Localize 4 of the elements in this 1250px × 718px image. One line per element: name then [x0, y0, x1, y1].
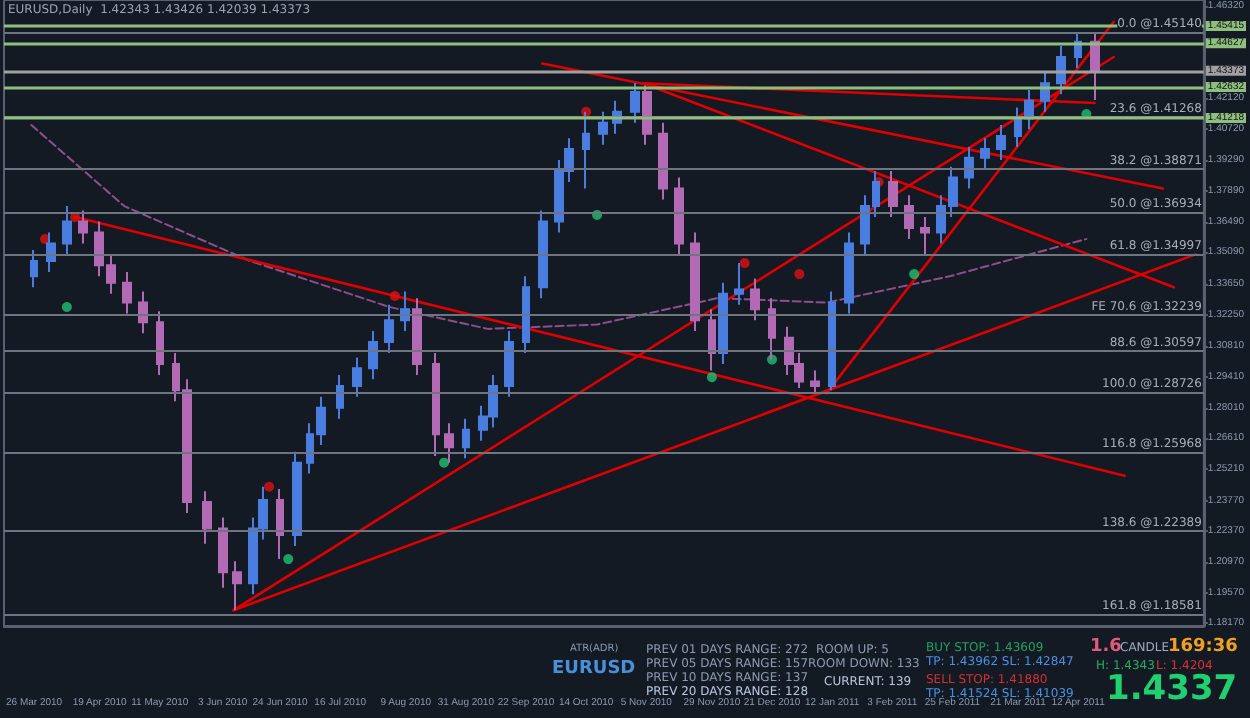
text: EURUSD: [552, 659, 636, 679]
text: 169:36: [1168, 637, 1238, 657]
text: 1.4337: [1106, 669, 1238, 709]
text: 1.6: [1090, 637, 1122, 657]
